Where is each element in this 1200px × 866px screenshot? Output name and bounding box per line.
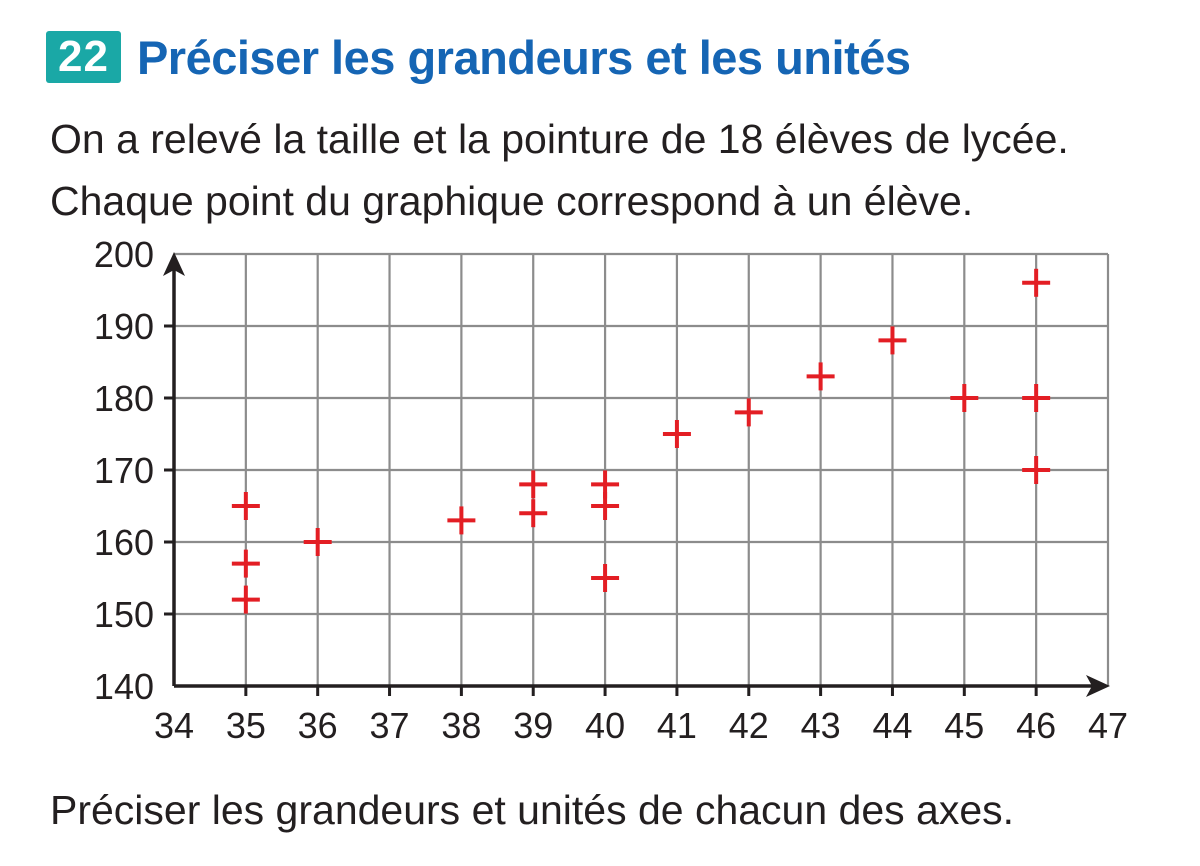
x-tick-label-40: 40 [585, 705, 625, 746]
data-point-14 [878, 326, 907, 355]
data-point-1 [231, 585, 260, 614]
data-point-8 [591, 564, 620, 592]
chart-axes [163, 252, 1110, 697]
y-tick-label-150: 150 [94, 594, 154, 635]
exercise-intro: On a relevé la taille et la pointure de … [50, 108, 1069, 232]
x-tick-label-41: 41 [657, 705, 697, 746]
y-tick-label-200: 200 [94, 234, 154, 275]
data-point-2 [231, 549, 260, 578]
data-point-6 [519, 499, 548, 528]
x-tick-label-39: 39 [513, 705, 553, 746]
intro-line-1: On a relevé la taille et la pointure de … [50, 116, 1069, 162]
data-point-13 [806, 362, 835, 391]
y-axis-arrow [163, 252, 185, 276]
data-point-16 [1022, 456, 1051, 484]
x-tick-label-47: 47 [1088, 705, 1128, 746]
exercise-question: Préciser les grandeurs et unités de chac… [50, 787, 1015, 833]
data-point-4 [303, 528, 332, 556]
y-tick-label-160: 160 [94, 522, 154, 563]
data-point-5 [447, 506, 476, 535]
chart-grid [174, 252, 1110, 686]
x-axis-arrow [1086, 675, 1110, 697]
data-point-18 [1022, 268, 1051, 297]
x-tick-label-36: 36 [298, 705, 338, 746]
y-tick-label-190: 190 [94, 306, 154, 347]
exercise-title: Préciser les grandeurs et les unités [136, 30, 911, 84]
x-tick-label-42: 42 [729, 705, 769, 746]
x-tick-label-44: 44 [872, 705, 912, 746]
y-tick-label-180: 180 [94, 378, 154, 419]
exercise-number-badge: 22 [46, 31, 121, 83]
x-tick-label-38: 38 [441, 705, 481, 746]
x-tick-label-45: 45 [944, 705, 984, 746]
y-tick-label-170: 170 [94, 450, 154, 491]
x-tick-label-37: 37 [370, 705, 410, 746]
chart-points [231, 268, 1051, 614]
x-tick-label-35: 35 [226, 705, 266, 746]
data-point-11 [662, 420, 691, 448]
exercise-header: 22 Préciser les grandeurs et les unités [46, 26, 911, 88]
data-point-12 [734, 398, 763, 427]
intro-line-2: Chaque point du graphique correspond à u… [50, 178, 974, 224]
chart-tick-labels: 34 35 36 37 38 39 40 41 42 43 44 45 46 47 140 150 160 170… [94, 234, 1128, 746]
x-tick-label-43: 43 [801, 705, 841, 746]
x-tick-label-46: 46 [1016, 705, 1056, 746]
data-point-17 [1022, 384, 1051, 412]
data-point-10 [591, 470, 620, 499]
data-point-3 [231, 492, 260, 520]
y-tick-label-140: 140 [94, 666, 154, 707]
data-point-15 [950, 384, 979, 412]
data-point-7 [519, 470, 548, 499]
x-tick-label-34: 34 [154, 705, 194, 746]
